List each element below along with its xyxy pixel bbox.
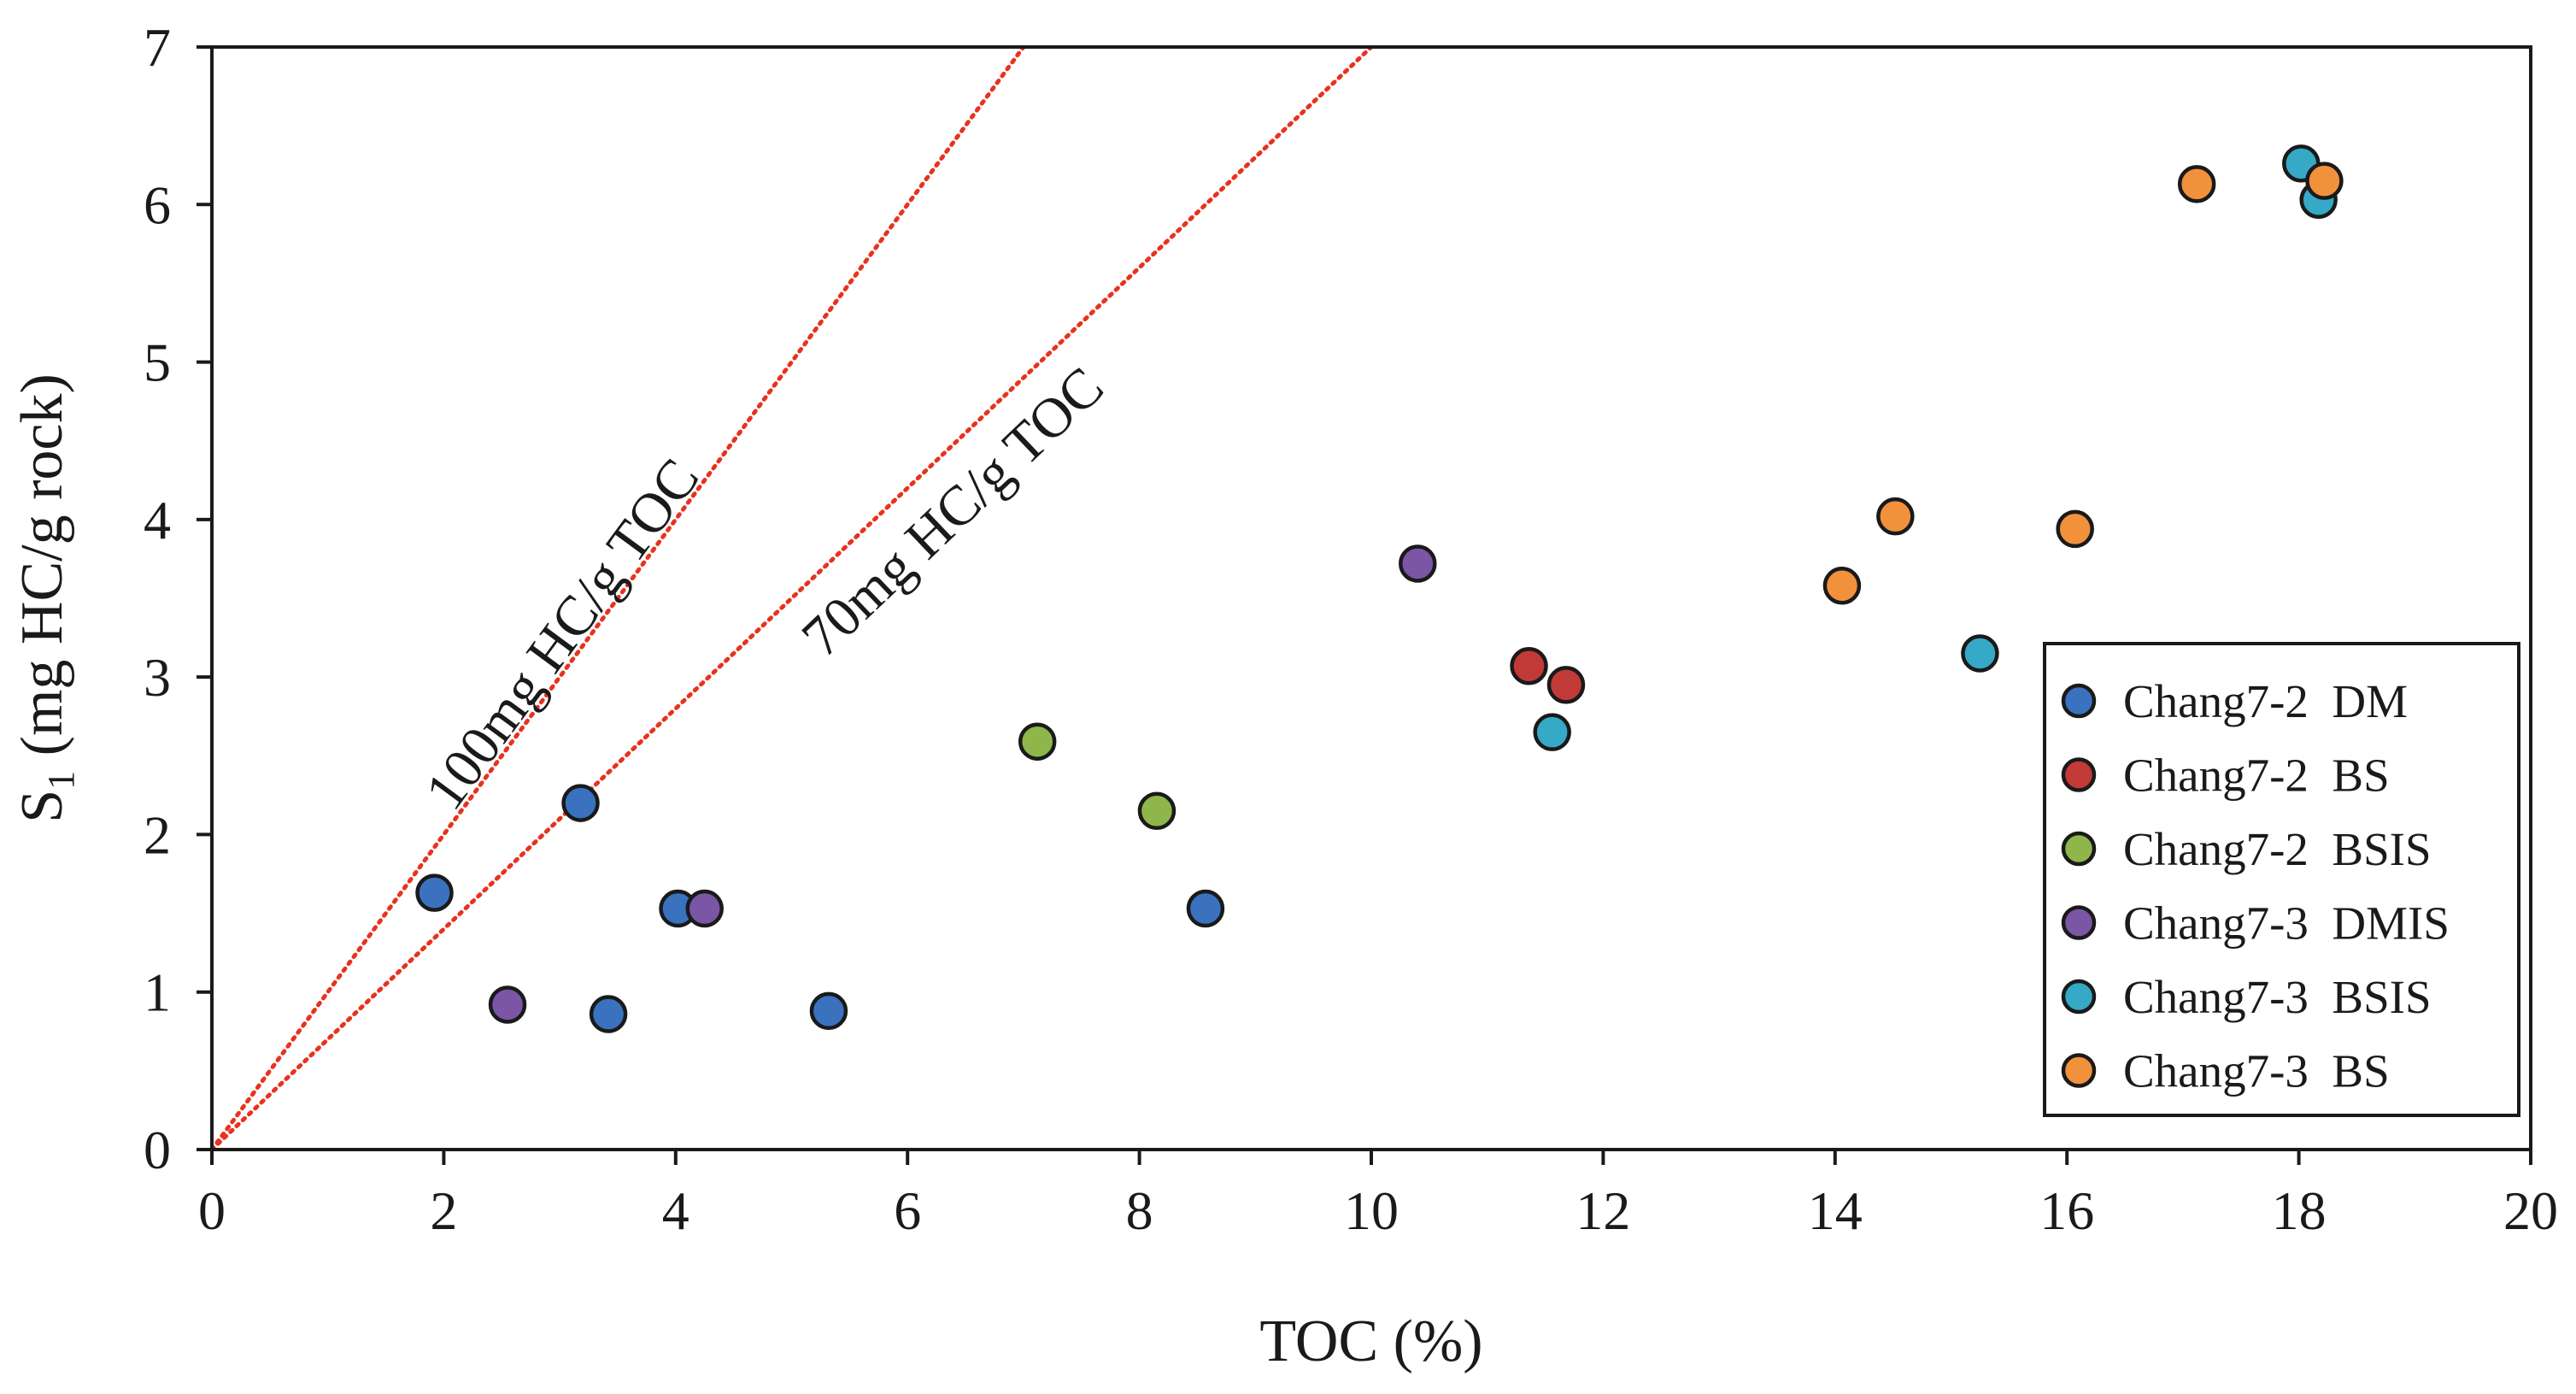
data-point-series-4	[488, 985, 527, 1024]
legend-marker	[2061, 831, 2097, 867]
data-point-series-6	[1822, 567, 1862, 605]
x-tick-label: 18	[2272, 1180, 2327, 1241]
legend-label: Chang7-3 DMIS	[2123, 897, 2450, 950]
data-point-series-2	[1546, 666, 1586, 704]
x-tick-label: 14	[1808, 1180, 1863, 1241]
x-axis-title: TOC (%)	[1259, 1309, 1482, 1374]
x-tick-label: 2	[430, 1180, 457, 1241]
legend-label: Chang7-2 DM	[2123, 675, 2408, 727]
legend-marker	[2061, 1053, 2097, 1088]
x-tick-label: 10	[1344, 1180, 1399, 1241]
data-point-series-6	[2177, 165, 2216, 203]
legend-box	[2043, 642, 2520, 1117]
reference-line-2	[212, 47, 1374, 1150]
legend-marker	[2061, 905, 2097, 940]
data-point-series-1	[1186, 889, 1225, 928]
y-axis: 0 1 2 3 4 5 6 7	[144, 17, 212, 1180]
x-tick-label: 8	[1126, 1180, 1153, 1241]
data-point-series-4	[1399, 544, 1437, 583]
legend-label: Chang7-3 BSIS	[2123, 971, 2432, 1023]
x-tick-label: 12	[1576, 1180, 1630, 1241]
legend-marker	[2061, 757, 2097, 792]
data-point-series-6	[2056, 509, 2094, 549]
data-point-series-1	[809, 991, 848, 1031]
legend-marker	[2061, 683, 2097, 719]
legend-label: Chang7-2 BSIS	[2123, 823, 2432, 875]
reference-line-1	[212, 47, 1026, 1150]
y-tick-label: 4	[144, 490, 171, 550]
y-tick-label: 7	[144, 17, 171, 78]
legend-marker	[2061, 979, 2097, 1015]
data-point-series-5	[1961, 634, 1999, 673]
data-point-series-4	[685, 889, 724, 928]
x-tick-label: 6	[894, 1180, 921, 1241]
data-point-series-3	[1018, 722, 1057, 761]
y-axis-title-main: S	[9, 790, 75, 823]
y-tick-label: 3	[144, 647, 171, 708]
data-points	[415, 144, 2344, 1033]
x-tick-label: 4	[662, 1180, 689, 1241]
x-axis: 0 2 4 6 8 10 12 14 16 18 20	[198, 1150, 2558, 1241]
data-point-series-3	[1137, 791, 1177, 831]
y-axis-title-unit: (mg HC/g rock)	[9, 373, 75, 771]
data-point-series-5	[1533, 713, 1571, 751]
y-axis-title: S1 (mg HC/g rock)	[9, 373, 82, 823]
legend-label: Chang7-2 BS	[2123, 750, 2390, 802]
data-point-series-2	[1510, 646, 1548, 685]
legend-label: Chang7-3 BS	[2123, 1045, 2390, 1097]
y-tick-label: 2	[144, 804, 171, 865]
data-point-series-6	[2305, 162, 2344, 200]
x-tick-label: 0	[198, 1180, 226, 1241]
x-tick-label: 16	[2039, 1180, 2094, 1241]
data-point-series-1	[589, 995, 628, 1033]
data-point-series-1	[561, 784, 600, 822]
reference-line-label-2: 70mg HC/g TOC	[790, 356, 1116, 669]
legend: Chang7-2 DM Chang7-2 BS Chang7-2 BSIS Chang…	[2043, 642, 2520, 1117]
y-tick-label: 0	[144, 1120, 171, 1180]
y-tick-label: 5	[144, 332, 171, 393]
data-point-series-6	[1876, 497, 1915, 536]
x-tick-label: 20	[2503, 1180, 2558, 1241]
reference-lines	[212, 47, 1374, 1150]
data-point-series-1	[415, 873, 454, 912]
y-tick-label: 1	[144, 962, 171, 1023]
reference-line-label-1: 100mg HC/g TOC	[414, 448, 712, 821]
y-axis-title-subscript: 1	[40, 771, 82, 790]
y-tick-label: 6	[144, 174, 171, 235]
